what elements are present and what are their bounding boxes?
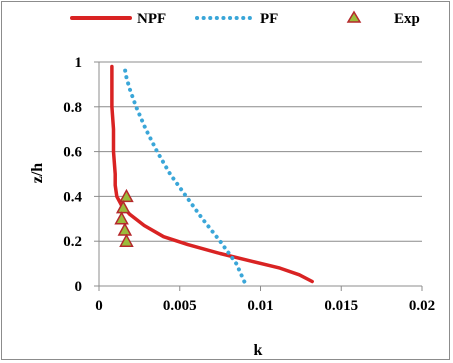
exp-point bbox=[119, 188, 134, 203]
y-tick-label: 0.4 bbox=[63, 189, 82, 205]
y-tick-label: 0 bbox=[75, 279, 83, 295]
exp-point bbox=[119, 233, 134, 247]
y-tick-label: 0.6 bbox=[63, 145, 82, 161]
y-axis-label: z/h bbox=[29, 163, 46, 184]
grid-lines bbox=[99, 61, 422, 242]
tick-labels: 0 0.005 0.01 0.015 0.02 0 0.2 0.4 0.6 0.8 1 bbox=[63, 55, 435, 314]
axes bbox=[94, 61, 423, 291]
exp-point bbox=[115, 200, 131, 214]
legend: NPF PF Exp bbox=[70, 10, 420, 27]
pf-series-line bbox=[122, 66, 247, 284]
legend-npf-label: NPF bbox=[137, 11, 166, 27]
y-tick-label: 0.2 bbox=[63, 234, 82, 250]
legend-exp-label: Exp bbox=[394, 11, 420, 27]
series-layer bbox=[110, 64, 314, 284]
x-axis-label: k bbox=[254, 342, 263, 359]
exp-point bbox=[114, 211, 129, 225]
x-tick-label: 0 bbox=[95, 298, 103, 314]
legend-exp-marker bbox=[346, 10, 362, 23]
y-tick-label: 1 bbox=[75, 55, 83, 71]
exp-point bbox=[117, 222, 133, 236]
x-tick-label: 0.02 bbox=[409, 298, 435, 314]
x-tick-label: 0.01 bbox=[247, 298, 273, 314]
npf-series-line bbox=[110, 64, 314, 284]
y-tick-label: 0.8 bbox=[63, 100, 82, 116]
legend-pf-label: PF bbox=[260, 11, 278, 27]
x-tick-label: 0.015 bbox=[324, 298, 358, 314]
x-tick-label: 0.005 bbox=[163, 298, 197, 314]
